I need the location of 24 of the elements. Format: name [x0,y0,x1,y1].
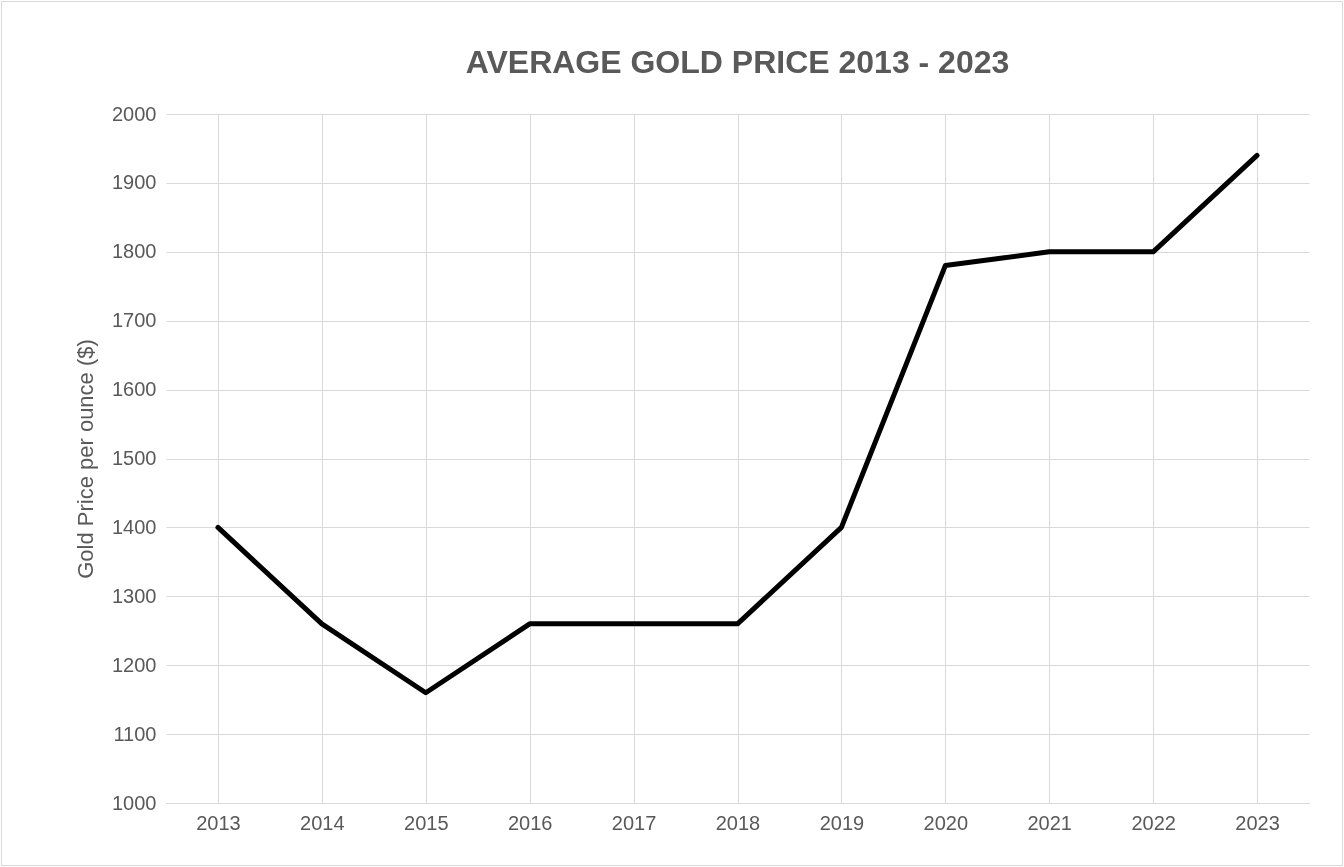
x-tick-label: 2020 [923,811,969,834]
x-tick-label: 2014 [300,811,345,834]
x-tick-label: 2015 [404,811,449,834]
x-tick-label: 2021 [1027,811,1072,834]
y-axis-title: Gold Price per ounce ($) [73,339,99,579]
y-tick-label: 1200 [112,653,157,676]
y-tick-label: 1100 [113,722,157,745]
y-tick-label: 1800 [112,240,157,263]
x-tick-label: 2016 [507,811,553,834]
y-tick-label: 2000 [112,102,157,125]
x-tick-label: 2017 [611,811,657,834]
y-tick-label: 1500 [112,447,157,469]
chart-title: AVERAGE GOLD PRICE 2013 - 2023 [465,44,1010,80]
x-tick-label: 2013 [196,811,241,834]
y-tick-label: 1300 [112,584,157,607]
y-tick-label: 1700 [112,309,157,332]
x-tick-label: 2023 [1235,811,1280,834]
y-tick-label: 1000 [112,791,157,814]
y-tick-label: 1400 [112,515,157,538]
x-tick-label: 2022 [1131,811,1176,834]
x-tick-label: 2019 [819,811,865,834]
x-tick-label: 2018 [715,811,761,834]
y-tick-label: 1900 [112,171,157,194]
y-tick-label: 1600 [112,378,157,401]
